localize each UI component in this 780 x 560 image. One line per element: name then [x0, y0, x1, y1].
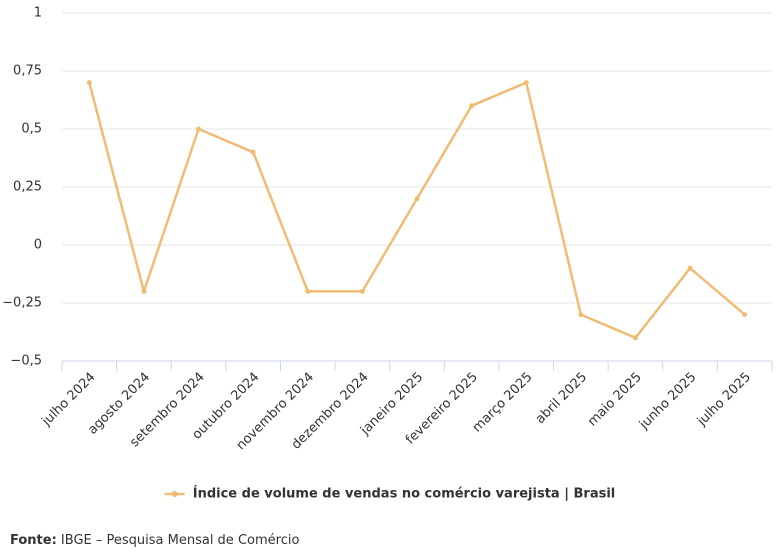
x-tick-label: maio 2025 — [585, 370, 645, 430]
point — [742, 312, 748, 318]
point — [305, 288, 311, 294]
x-tick-label: junho 2025 — [636, 370, 699, 433]
point — [196, 126, 202, 132]
y-tick-label: 1 — [34, 6, 42, 21]
y-tick-label: −0,5 — [10, 354, 42, 369]
point — [578, 312, 584, 318]
point — [414, 196, 420, 202]
y-tick-label: 0,5 — [21, 122, 42, 137]
legend-marker — [171, 491, 178, 497]
point — [359, 288, 365, 294]
x-tick-label: julho 2024 — [39, 370, 99, 430]
point — [632, 335, 638, 341]
point — [250, 149, 256, 155]
legend: Índice de volume de vendas no comércio v… — [164, 486, 616, 502]
point — [523, 80, 529, 86]
source-text: IBGE – Pesquisa Mensal de Comércio — [61, 533, 300, 548]
point — [469, 103, 475, 109]
y-tick-label: 0,75 — [13, 64, 42, 79]
y-tick-label: 0,25 — [13, 180, 42, 195]
point — [141, 288, 147, 294]
source-label: Fonte: — [10, 533, 57, 548]
x-tick-label: julho 2025 — [694, 370, 754, 430]
legend-label: Índice de volume de vendas no comércio v… — [193, 486, 616, 502]
line — [88, 81, 746, 340]
point — [86, 80, 92, 86]
source: Fonte: IBGE – Pesquisa Mensal de Comérci… — [10, 533, 299, 548]
point — [687, 265, 693, 271]
y-tick-label: −0,25 — [2, 296, 42, 311]
y-tick-label: 0 — [34, 238, 42, 253]
x-tick-label: abril 2025 — [533, 370, 590, 427]
